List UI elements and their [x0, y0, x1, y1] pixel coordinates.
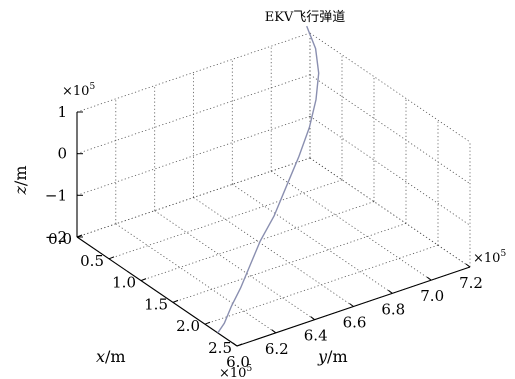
- x-tick-mark: [140, 278, 147, 282]
- x-tick-mark: [172, 299, 179, 303]
- series-layer: [217, 25, 320, 334]
- y-tick-mark: [271, 329, 277, 334]
- y-axis-label: y/m: [317, 347, 348, 366]
- x-tick-mark: [76, 234, 83, 238]
- y-tick-mark: [349, 303, 354, 307]
- z-tick-label: 1: [57, 103, 67, 121]
- back-wall-grid-line-z: [76, 115, 311, 196]
- x-tick-label: 1.0: [112, 274, 136, 292]
- x-tick-label: 0.5: [80, 252, 104, 270]
- z-tick-label: −2: [45, 228, 67, 246]
- y-tick-mark: [232, 342, 238, 347]
- y-tick-label: 6.4: [304, 327, 328, 345]
- side-wall-grid-line-z: [309, 157, 471, 268]
- x-tick-mark: [204, 321, 211, 325]
- y-tick-mark: [310, 316, 316, 321]
- y-exponent-label: ×105: [473, 249, 506, 266]
- side-wall-grid-line-z: [309, 115, 471, 226]
- axes-box: [76, 111, 471, 347]
- y-tick-mark: [387, 289, 393, 294]
- x-axis-line: [76, 236, 238, 347]
- floor-grid-line-x: [140, 201, 375, 281]
- y-tick-label: 6.8: [381, 300, 405, 318]
- y-tick-label: 6.6: [343, 314, 367, 332]
- floor-grid-line-y: [232, 183, 393, 294]
- x-tick-label: 2.0: [176, 317, 200, 335]
- y-tick-mark: [426, 276, 432, 281]
- side-wall-grid-line-z: [309, 32, 471, 143]
- z-axis-label: z/m: [11, 166, 30, 196]
- z-tick-label: −1: [45, 186, 67, 204]
- side-wall-grid-line-z: [309, 74, 471, 185]
- back-wall-grid-line-z: [76, 74, 311, 155]
- grid-lines: [76, 32, 471, 347]
- x-tick-mark: [108, 256, 115, 260]
- chart-title: EKV飞行弹道: [265, 10, 346, 25]
- trajectory-line: [217, 25, 320, 334]
- y-tick-label: 7.2: [459, 274, 483, 292]
- x-tick-label: 1.5: [144, 295, 168, 313]
- x-exponent-label: ×105: [219, 364, 252, 379]
- x-axis-label: x/m: [96, 347, 126, 366]
- x-tick-label: 0.0: [48, 230, 72, 248]
- z-tick-label: 0: [57, 145, 67, 163]
- x-tick-mark: [236, 343, 243, 347]
- floor-grid-line-y: [193, 197, 354, 307]
- y-tick-label: 6.0: [226, 353, 250, 371]
- x-tick-label: 2.5: [208, 339, 232, 357]
- z-exponent-label: ×105: [62, 82, 95, 99]
- back-wall-grid-line-z: [76, 157, 311, 238]
- y-tick-label: 6.2: [265, 340, 289, 358]
- floor-grid-line-y: [270, 170, 432, 281]
- back-wall-grid-line-z: [76, 32, 311, 113]
- y-tick-mark: [465, 263, 471, 268]
- floor-grid-line-x: [108, 179, 343, 260]
- floor-grid-line-y: [154, 210, 315, 321]
- tick-labels: −2 −1 0 1 0.0 0.5 1.0 1.5 2.0 2.56.0 6.2 6.4 6.6 6.8 7…: [45, 103, 483, 371]
- y-tick-label: 7.0: [420, 287, 444, 305]
